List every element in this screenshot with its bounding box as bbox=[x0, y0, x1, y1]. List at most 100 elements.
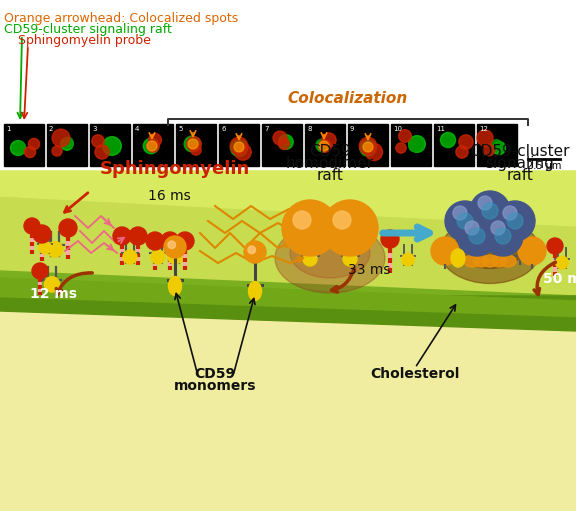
Ellipse shape bbox=[491, 255, 507, 267]
Text: 33 ms: 33 ms bbox=[348, 263, 391, 277]
Circle shape bbox=[495, 201, 535, 241]
Circle shape bbox=[470, 191, 510, 231]
Circle shape bbox=[24, 218, 40, 234]
Ellipse shape bbox=[482, 255, 498, 267]
Text: Sphingomyelin probe: Sphingomyelin probe bbox=[18, 34, 151, 47]
Ellipse shape bbox=[556, 257, 569, 269]
Circle shape bbox=[445, 201, 485, 241]
Ellipse shape bbox=[47, 242, 63, 257]
Ellipse shape bbox=[401, 253, 414, 266]
Circle shape bbox=[293, 211, 311, 229]
Circle shape bbox=[143, 138, 159, 154]
Circle shape bbox=[191, 145, 201, 155]
Circle shape bbox=[184, 136, 200, 152]
Circle shape bbox=[408, 135, 426, 152]
Bar bbox=[4, 124, 44, 166]
Text: CD59: CD59 bbox=[195, 367, 236, 381]
Circle shape bbox=[478, 196, 492, 210]
Polygon shape bbox=[0, 198, 576, 318]
Text: CD59: CD59 bbox=[309, 144, 351, 159]
Ellipse shape bbox=[473, 255, 489, 267]
Circle shape bbox=[465, 221, 479, 235]
Bar bbox=[90, 124, 130, 166]
Circle shape bbox=[279, 135, 293, 149]
Circle shape bbox=[59, 219, 77, 237]
Text: raft: raft bbox=[506, 168, 533, 183]
Circle shape bbox=[507, 213, 523, 229]
Bar bbox=[262, 124, 302, 166]
Circle shape bbox=[248, 246, 256, 253]
Circle shape bbox=[14, 142, 25, 153]
Text: 12 ms: 12 ms bbox=[30, 287, 77, 301]
Circle shape bbox=[147, 140, 159, 152]
Bar bbox=[391, 124, 431, 166]
Ellipse shape bbox=[464, 255, 480, 267]
Ellipse shape bbox=[123, 250, 137, 264]
Circle shape bbox=[230, 140, 248, 156]
Circle shape bbox=[282, 200, 338, 256]
Circle shape bbox=[28, 138, 40, 150]
Circle shape bbox=[367, 143, 374, 150]
Bar bbox=[0, 171, 576, 511]
Circle shape bbox=[129, 227, 147, 245]
Text: 4: 4 bbox=[135, 126, 139, 132]
Circle shape bbox=[273, 131, 287, 145]
Text: Colocalization: Colocalization bbox=[288, 91, 408, 106]
Polygon shape bbox=[0, 171, 576, 226]
Circle shape bbox=[491, 140, 502, 150]
Text: 7: 7 bbox=[264, 126, 268, 132]
Circle shape bbox=[113, 227, 131, 245]
Circle shape bbox=[317, 140, 329, 152]
Circle shape bbox=[547, 238, 563, 254]
Circle shape bbox=[185, 138, 196, 149]
Text: CD59-cluster: CD59-cluster bbox=[470, 144, 570, 159]
Ellipse shape bbox=[455, 223, 525, 268]
Circle shape bbox=[319, 140, 331, 152]
Circle shape bbox=[230, 137, 248, 155]
Circle shape bbox=[52, 146, 62, 156]
Circle shape bbox=[482, 203, 498, 219]
Polygon shape bbox=[0, 271, 576, 316]
Circle shape bbox=[62, 137, 73, 148]
Circle shape bbox=[456, 146, 468, 158]
Circle shape bbox=[322, 133, 336, 147]
Circle shape bbox=[492, 142, 506, 154]
Text: Cholesterol: Cholesterol bbox=[370, 367, 460, 381]
Circle shape bbox=[176, 232, 194, 250]
Circle shape bbox=[457, 216, 497, 256]
Ellipse shape bbox=[290, 228, 370, 278]
Circle shape bbox=[149, 133, 161, 147]
Ellipse shape bbox=[151, 250, 165, 264]
Circle shape bbox=[168, 241, 176, 249]
Circle shape bbox=[92, 135, 104, 147]
Text: 11: 11 bbox=[436, 126, 445, 132]
Text: 2.5 μm: 2.5 μm bbox=[527, 161, 561, 171]
Circle shape bbox=[477, 130, 493, 146]
Ellipse shape bbox=[44, 276, 60, 292]
Circle shape bbox=[503, 206, 517, 220]
Circle shape bbox=[244, 241, 266, 263]
Circle shape bbox=[409, 140, 420, 152]
Circle shape bbox=[234, 142, 244, 152]
Text: 9: 9 bbox=[350, 126, 354, 132]
Text: homodimer: homodimer bbox=[286, 156, 374, 171]
Circle shape bbox=[33, 225, 51, 243]
Ellipse shape bbox=[500, 255, 516, 267]
Text: 12: 12 bbox=[479, 126, 488, 132]
Circle shape bbox=[316, 140, 327, 151]
Circle shape bbox=[453, 206, 467, 220]
Text: 16 ms: 16 ms bbox=[148, 189, 191, 203]
Ellipse shape bbox=[275, 223, 385, 293]
Polygon shape bbox=[0, 296, 576, 326]
Bar bbox=[434, 124, 474, 166]
Circle shape bbox=[164, 236, 186, 258]
Text: 10: 10 bbox=[393, 126, 402, 132]
Ellipse shape bbox=[343, 252, 357, 266]
Circle shape bbox=[188, 139, 198, 149]
Text: raft: raft bbox=[317, 168, 343, 183]
Circle shape bbox=[107, 144, 113, 152]
Circle shape bbox=[431, 237, 459, 265]
Text: 2: 2 bbox=[49, 126, 54, 132]
Text: 1: 1 bbox=[6, 126, 10, 132]
Ellipse shape bbox=[248, 282, 262, 300]
